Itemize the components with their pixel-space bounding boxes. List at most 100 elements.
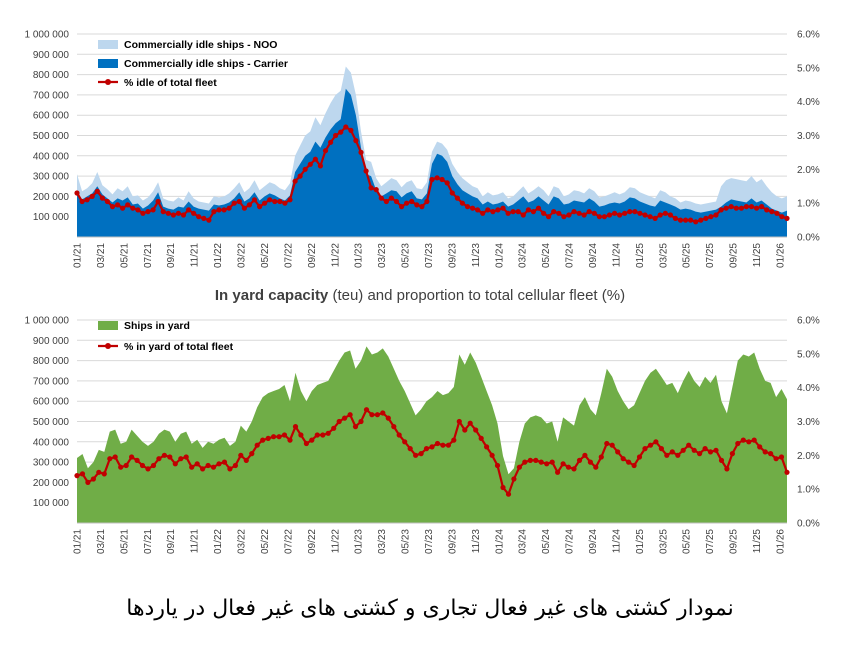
series-point bbox=[429, 444, 435, 450]
series-point bbox=[281, 432, 288, 438]
series-point bbox=[551, 209, 557, 215]
series-point bbox=[642, 212, 648, 218]
y-left-tick-label: 700 000 bbox=[33, 90, 70, 101]
x-tick-label: 07/23 bbox=[424, 529, 435, 554]
series-point bbox=[773, 456, 779, 462]
series-point bbox=[336, 418, 342, 425]
x-tick-label: 05/25 bbox=[682, 529, 693, 554]
series-point bbox=[576, 457, 583, 463]
y-right-tick-label: 1.0% bbox=[797, 199, 820, 210]
series-point bbox=[90, 476, 96, 482]
y-left-tick-label: 100 000 bbox=[33, 212, 70, 223]
series-point bbox=[728, 204, 734, 210]
y-left-tick-label: 900 000 bbox=[33, 50, 70, 61]
series-point bbox=[155, 198, 161, 205]
series-point bbox=[652, 215, 658, 221]
x-tick-label: 01/26 bbox=[776, 243, 787, 268]
x-tick-label: 07/22 bbox=[283, 243, 294, 268]
series-point bbox=[191, 210, 197, 216]
series-point bbox=[251, 197, 258, 203]
series-point bbox=[402, 439, 408, 445]
series-point bbox=[309, 437, 315, 443]
series-point bbox=[708, 214, 714, 220]
x-tick-label: 11/25 bbox=[752, 243, 763, 268]
series-point bbox=[369, 412, 375, 418]
series-point bbox=[560, 461, 566, 467]
y-left-tick-label: 800 000 bbox=[33, 70, 70, 81]
series-point bbox=[561, 214, 567, 220]
legend-label: Ships in yard bbox=[124, 320, 190, 332]
legend-label: Commercially idle ships - NOO bbox=[124, 39, 277, 51]
series-point bbox=[109, 204, 116, 210]
series-point bbox=[764, 207, 770, 213]
series-point bbox=[221, 207, 227, 213]
series-point bbox=[79, 471, 86, 477]
series-point bbox=[85, 479, 91, 485]
x-tick-label: 05/24 bbox=[541, 529, 552, 554]
legend-swatch bbox=[98, 59, 118, 68]
series-point bbox=[170, 212, 176, 218]
y-right-tick-label: 5.0% bbox=[797, 349, 820, 360]
series-point bbox=[740, 437, 746, 443]
x-tick-label: 05/24 bbox=[541, 243, 552, 268]
x-tick-label: 09/21 bbox=[166, 243, 177, 268]
series-point bbox=[123, 462, 129, 469]
series-point bbox=[287, 437, 293, 443]
series-point bbox=[343, 124, 349, 130]
series-point bbox=[636, 454, 643, 460]
series-point bbox=[478, 435, 484, 441]
series-point bbox=[439, 176, 445, 183]
x-tick-label: 01/21 bbox=[73, 529, 84, 554]
series-point bbox=[96, 469, 102, 475]
series-point bbox=[232, 462, 238, 469]
series-point bbox=[707, 449, 714, 455]
series-point bbox=[693, 219, 699, 225]
series-point bbox=[363, 168, 369, 174]
series-point bbox=[675, 452, 681, 458]
series-point bbox=[445, 442, 451, 448]
series-point bbox=[688, 217, 694, 223]
x-tick-label: 11/24 bbox=[611, 243, 622, 268]
series-point bbox=[145, 209, 151, 215]
series-point bbox=[265, 435, 271, 441]
y-left-tick-label: 500 000 bbox=[33, 131, 70, 142]
series-point bbox=[107, 456, 113, 462]
series-point bbox=[115, 202, 121, 208]
series-point bbox=[267, 197, 273, 203]
series-point bbox=[385, 415, 391, 421]
series-point bbox=[718, 457, 725, 463]
x-tick-label: 11/21 bbox=[190, 529, 201, 554]
chart-title-in-yard: In yard capacity (teu) and proportion to… bbox=[215, 287, 625, 304]
series-point bbox=[201, 215, 207, 221]
series-point bbox=[347, 412, 353, 418]
series-point bbox=[374, 412, 380, 418]
series-point bbox=[303, 440, 309, 447]
y-left-tick-label: 200 000 bbox=[33, 478, 70, 489]
series-point bbox=[637, 210, 643, 216]
x-tick-label: 09/24 bbox=[588, 529, 599, 554]
series-point bbox=[112, 454, 118, 460]
legend-swatch-marker bbox=[105, 79, 111, 85]
series-point bbox=[612, 210, 618, 216]
y-left-tick-label: 300 000 bbox=[33, 458, 70, 469]
series-point bbox=[221, 459, 228, 465]
x-tick-label: 05/23 bbox=[401, 243, 412, 268]
series-point bbox=[444, 180, 450, 186]
series-point bbox=[186, 207, 192, 213]
series-point bbox=[500, 205, 506, 211]
series-point bbox=[167, 454, 173, 460]
series-point bbox=[544, 461, 550, 467]
x-tick-label: 03/21 bbox=[96, 529, 107, 554]
series-point bbox=[338, 129, 344, 135]
series-point bbox=[530, 209, 537, 215]
x-tick-label: 03/23 bbox=[377, 243, 388, 268]
x-tick-label: 09/22 bbox=[307, 529, 318, 554]
series-point bbox=[642, 446, 648, 452]
series-point bbox=[672, 215, 679, 221]
x-tick-label: 09/25 bbox=[729, 243, 740, 268]
series-point bbox=[307, 161, 313, 167]
chart-in-yard: 1 000 000 900 000 800 000 700 000 600 000 500… bbox=[25, 316, 820, 555]
series-point bbox=[626, 459, 632, 465]
x-tick-label: 03/21 bbox=[96, 243, 107, 268]
